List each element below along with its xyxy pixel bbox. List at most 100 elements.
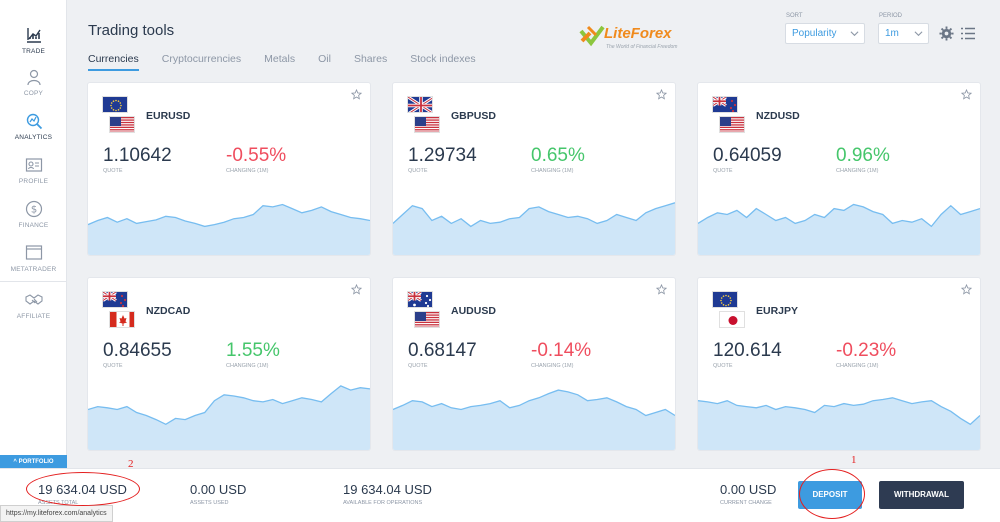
tab-cryptocurrencies[interactable]: Cryptocurrencies: [161, 53, 242, 65]
sidebar-item-label: ANALYTICS: [14, 134, 53, 141]
tab-shares[interactable]: Shares: [353, 53, 388, 65]
portfolio-toggle[interactable]: ^ PORTFOLIO: [0, 455, 67, 469]
currency-flags: [407, 96, 440, 133]
instrument-card-nzdcad[interactable]: NZDCAD 0.84655 QUOTE 1.55% CHANGING (1M): [88, 278, 370, 450]
withdrawal-button[interactable]: WITHDRAWAL: [879, 481, 964, 509]
favorite-star-icon[interactable]: [656, 89, 667, 100]
change-value: -0.55%: [226, 145, 287, 166]
sidebar-item-analytics[interactable]: ANALYTICS: [0, 112, 67, 141]
flag-nz-icon: [712, 96, 738, 113]
sparkline-line: [393, 202, 675, 228]
period-select[interactable]: 1m: [878, 23, 929, 44]
favorite-star-icon[interactable]: [351, 284, 362, 295]
available-value: 19 634.04 USD: [343, 482, 432, 497]
instrument-card-eurjpy[interactable]: EURJPY 120.614 QUOTE -0.23% CHANGING (1M…: [698, 278, 980, 450]
pair-name: EURJPY: [756, 305, 799, 317]
sidebar-item-label: METATRADER: [10, 266, 57, 273]
handshake-icon: [24, 294, 43, 305]
currency-flags: [712, 291, 745, 328]
sidebar: TRADE COPY ANALYTICS PROFILE $ FINANCE M…: [0, 0, 67, 468]
change-label: CHANGING (1M): [531, 168, 574, 174]
sidebar-item-trade[interactable]: TRADE: [0, 26, 67, 55]
tab-currencies[interactable]: Currencies: [88, 53, 139, 71]
currency-flags: [102, 96, 135, 133]
assets-total-value: 19 634.04 USD: [38, 482, 127, 497]
tab-metals[interactable]: Metals: [264, 53, 296, 65]
change-value: -0.14%: [531, 340, 592, 361]
copy-user-icon: [26, 69, 41, 86]
flag-gb-icon: [407, 96, 433, 113]
sparkline-line: [88, 385, 370, 426]
pair-name: GBPUSD: [451, 110, 496, 122]
favorite-star-icon[interactable]: [656, 284, 667, 295]
available-label: AVAILABLE FOR OPERATIONS: [343, 500, 423, 506]
change-label: CHANGING (1M): [836, 168, 879, 174]
chevron-up-icon: ^: [13, 459, 17, 465]
change-label: CHANGING (1M): [226, 363, 269, 369]
window-icon: [25, 245, 42, 260]
pair-name: NZDCAD: [146, 305, 191, 317]
quote-label: QUOTE: [103, 168, 123, 174]
currency-flags: [102, 291, 135, 328]
pair-name: EURUSD: [146, 110, 191, 122]
deposit-button[interactable]: DEPOSIT: [798, 481, 862, 509]
list-view-icon[interactable]: [961, 27, 975, 40]
status-bar-url: https://my.liteforex.com/analytics: [0, 505, 113, 522]
sidebar-item-metatrader[interactable]: METATRADER: [0, 244, 67, 273]
sort-select[interactable]: Popularity: [785, 23, 865, 44]
logo-text: LiteForex: [604, 25, 672, 42]
sparkline-area: [88, 204, 370, 255]
sidebar-item-profile[interactable]: PROFILE: [0, 156, 67, 185]
sparkline-line: [393, 389, 675, 417]
sidebar-item-copy[interactable]: COPY: [0, 68, 67, 97]
price-sparkline: [88, 203, 370, 255]
sparkline-area: [698, 397, 980, 450]
sidebar-item-label: AFFILIATE: [16, 313, 51, 320]
quote-value: 1.29734: [408, 145, 477, 166]
tab-oil[interactable]: Oil: [318, 53, 331, 65]
flag-us-icon: [719, 116, 745, 133]
flag-eu-icon: [102, 96, 128, 113]
gear-icon[interactable]: [939, 26, 954, 41]
price-sparkline: [393, 389, 675, 450]
sidebar-divider: [0, 281, 67, 282]
quote-label: QUOTE: [713, 363, 733, 369]
quote-value: 0.84655: [103, 340, 172, 361]
profile-card-icon: [25, 158, 42, 172]
sidebar-item-finance[interactable]: $ FINANCE: [0, 200, 67, 229]
page-title: Trading tools: [88, 22, 175, 39]
favorite-star-icon[interactable]: [351, 89, 362, 100]
annotation-number-2: 2: [128, 458, 134, 470]
change-label: CHANGING (1M): [226, 168, 269, 174]
assets-used-label: ASSETS USED: [190, 500, 229, 506]
flag-au-icon: [407, 291, 433, 308]
sidebar-item-label: TRADE: [21, 48, 46, 55]
quote-label: QUOTE: [408, 363, 428, 369]
pair-name: NZDUSD: [756, 110, 800, 122]
currency-flags: [407, 291, 440, 328]
change-value: 0.96%: [836, 145, 890, 166]
sparkline-area: [698, 204, 980, 255]
instrument-card-nzdusd[interactable]: NZDUSD 0.64059 QUOTE 0.96% CHANGING (1M): [698, 83, 980, 255]
dollar-icon: $: [25, 200, 42, 218]
flag-us-icon: [109, 116, 135, 133]
pair-name: AUDUSD: [451, 305, 496, 317]
tab-stock-indexes[interactable]: Stock indexes: [410, 53, 476, 65]
flag-ca-icon: [109, 311, 135, 328]
instrument-card-eurusd[interactable]: EURUSD 1.10642 QUOTE -0.55% CHANGING (1M…: [88, 83, 370, 255]
favorite-star-icon[interactable]: [961, 89, 972, 100]
price-sparkline: [393, 202, 675, 255]
sidebar-item-affiliate[interactable]: AFFILIATE: [0, 291, 67, 320]
trade-chart-icon: [26, 28, 41, 43]
chevron-down-icon: [914, 31, 923, 37]
instrument-card-gbpusd[interactable]: GBPUSD 1.29734 QUOTE 0.65% CHANGING (1M): [393, 83, 675, 255]
quote-value: 1.10642: [103, 145, 172, 166]
instrument-card-audusd[interactable]: AUDUSD 0.68147 QUOTE -0.14% CHANGING (1M…: [393, 278, 675, 450]
logo-tagline: The World of Financial Freedom: [606, 44, 678, 50]
assets-used-value: 0.00 USD: [190, 482, 247, 497]
favorite-star-icon[interactable]: [961, 284, 972, 295]
quote-label: QUOTE: [408, 168, 428, 174]
currency-flags: [712, 96, 745, 133]
price-sparkline: [698, 397, 980, 450]
annotation-number-1: 1: [851, 454, 857, 466]
